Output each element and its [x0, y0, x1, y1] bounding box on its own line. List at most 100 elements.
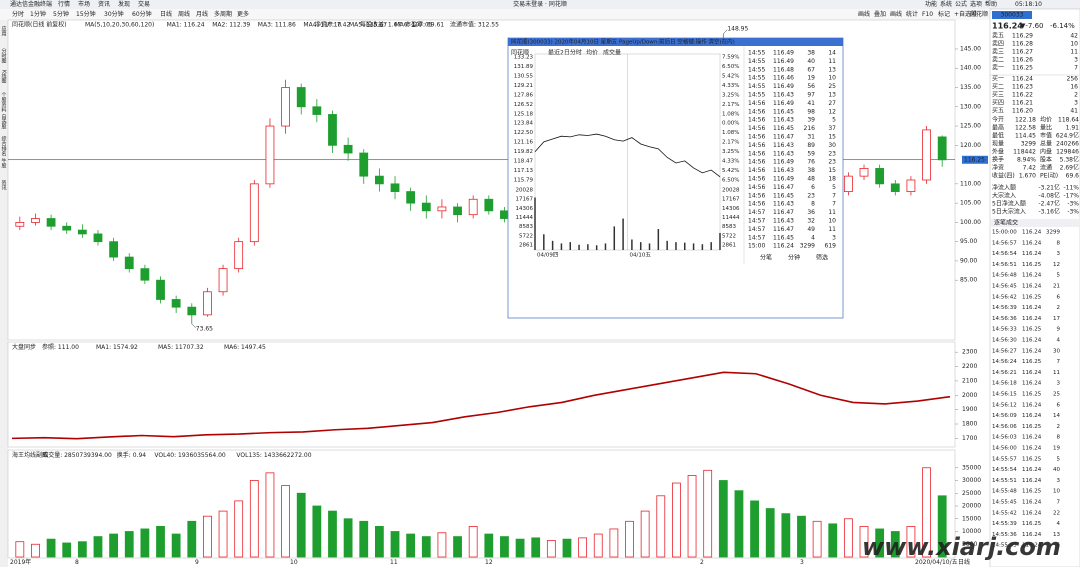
- tool-button[interactable]: +自选股: [954, 10, 977, 18]
- candle-body: [77, 229, 87, 235]
- tool-button[interactable]: 画线: [890, 10, 902, 18]
- y-tick-label: 110.00: [960, 180, 981, 187]
- tick-cell: 11: [828, 58, 836, 65]
- period-button[interactable]: 60分钟: [132, 10, 152, 18]
- period-button[interactable]: 30分钟: [104, 10, 124, 18]
- side-tab[interactable]: 综合排名: [1, 135, 7, 157]
- stat-value: 5.38亿: [1060, 156, 1079, 164]
- price-label: 133.23: [514, 55, 534, 61]
- price-label: 122.50: [514, 130, 534, 136]
- menu-item[interactable]: 系统: [940, 0, 952, 8]
- tick-cell: 216: [804, 125, 816, 132]
- tick-cell: 25: [828, 83, 836, 90]
- menu-item[interactable]: 选项: [970, 0, 982, 8]
- stock-code: 300033: [1001, 12, 1024, 19]
- date-label: 9: [195, 559, 199, 566]
- tick-cell: 116.49: [773, 50, 794, 57]
- tick-cell: 5: [832, 184, 836, 191]
- menu-item[interactable]: 市场: [78, 0, 90, 8]
- candle-body: [859, 168, 869, 177]
- period-button[interactable]: 周线: [178, 10, 190, 18]
- tool-button[interactable]: 画线: [858, 10, 870, 18]
- side-tab[interactable]: K线图: [1, 70, 7, 85]
- trade-volume: 10: [1053, 489, 1060, 495]
- book-price: 116.21: [1012, 100, 1033, 107]
- menu-bar: [0, 0, 1080, 9]
- tick-cell: 116.43: [773, 92, 794, 99]
- trade-price: 116.25: [1022, 456, 1042, 462]
- price-label: 127.86: [514, 92, 534, 98]
- trade-volume: 3: [1057, 251, 1061, 257]
- side-tab[interactable]: 牛股: [1, 157, 7, 169]
- tick-cell: 14:55: [748, 92, 765, 99]
- flow-pct: -3%: [1067, 201, 1079, 208]
- menu-item[interactable]: 交易: [138, 0, 150, 8]
- chart-name: 同花顺(日线 前复权): [12, 21, 67, 29]
- pct-label: 7.59%: [722, 55, 739, 61]
- y-tick-label: 15000: [962, 515, 981, 522]
- quote-panel: [989, 8, 1080, 567]
- period-button[interactable]: 更多: [237, 10, 249, 18]
- volume-bar: [15, 541, 25, 558]
- side-tab[interactable]: 分时图: [1, 47, 7, 64]
- menu-item[interactable]: 行情: [58, 0, 70, 8]
- tool-button[interactable]: 统计: [906, 10, 918, 18]
- price-label: 121.16: [514, 140, 534, 146]
- pct-label: 0.00%: [722, 121, 739, 127]
- day-label: 04/10五: [630, 252, 652, 259]
- period-button[interactable]: 多周期: [214, 10, 232, 18]
- menu-item[interactable]: 资讯: [98, 0, 110, 8]
- menu-item[interactable]: 帮助: [985, 0, 997, 8]
- vol-label: 11444: [722, 215, 740, 221]
- volume-bar: [781, 513, 791, 558]
- book-label: 卖二: [992, 57, 1004, 64]
- tick-cell: 14:57: [748, 218, 765, 225]
- trade-time: 14:56:57: [992, 240, 1017, 246]
- tick-cell: 116.43: [773, 150, 794, 157]
- stat-value: 122.58: [1015, 125, 1036, 132]
- tick-cell: 14:56: [748, 142, 765, 149]
- tool-button[interactable]: 标记: [938, 10, 950, 18]
- tick-cell: 14:57: [748, 234, 765, 241]
- trade-time: 14:56:45: [992, 284, 1017, 290]
- tick-cell: 14:56: [748, 134, 765, 141]
- flow-label: 5日净流入额: [992, 200, 1026, 208]
- candle-body: [281, 87, 290, 127]
- period-button[interactable]: 1分钟: [30, 10, 46, 18]
- tool-button[interactable]: 叠加: [874, 10, 886, 18]
- date-label: 2019年: [10, 558, 31, 566]
- side-tab[interactable]: 个股资料: [1, 92, 7, 113]
- menu-item[interactable]: 发现: [118, 0, 130, 8]
- candle-body: [156, 279, 165, 300]
- side-tab[interactable]: 资讯: [1, 179, 7, 191]
- candle-body: [359, 152, 369, 177]
- popup-tab[interactable]: 筛选: [816, 254, 828, 262]
- side-tab[interactable]: 自选股: [1, 113, 7, 130]
- trades-title: 逐笔成交: [994, 219, 1018, 227]
- tick-cell: 14:56: [748, 201, 765, 208]
- popup-tab[interactable]: 分钟: [788, 254, 800, 262]
- tick-cell: 12: [828, 108, 836, 115]
- period-button[interactable]: 15分钟: [76, 10, 96, 18]
- price-label: 129.21: [514, 83, 533, 89]
- tick-cell: 116.24: [773, 243, 794, 250]
- tick-cell: 14:56: [748, 117, 765, 124]
- trade-volume: 4: [1057, 338, 1061, 344]
- period-button[interactable]: 月线: [196, 10, 208, 18]
- tick-cell: 14:56: [748, 159, 765, 166]
- watermark: www.xiarj.com: [862, 533, 1061, 561]
- period-button[interactable]: 日线: [160, 10, 172, 18]
- tool-button[interactable]: F10: [922, 11, 933, 18]
- side-tab[interactable]: 应用: [1, 25, 7, 37]
- period-button[interactable]: 5分钟: [53, 10, 69, 18]
- y-tick-label: 85.00: [960, 277, 977, 284]
- volume-bar: [77, 541, 87, 558]
- popup-tab[interactable]: 分笔: [760, 254, 772, 262]
- date-label: 3: [800, 559, 804, 566]
- tool-button[interactable]: 同花顺: [970, 10, 988, 18]
- menu-item[interactable]: 功能: [925, 0, 937, 8]
- menu-item[interactable]: 公式: [955, 0, 967, 8]
- price-label: 131.89: [514, 64, 534, 70]
- period-button[interactable]: 分时: [12, 10, 24, 18]
